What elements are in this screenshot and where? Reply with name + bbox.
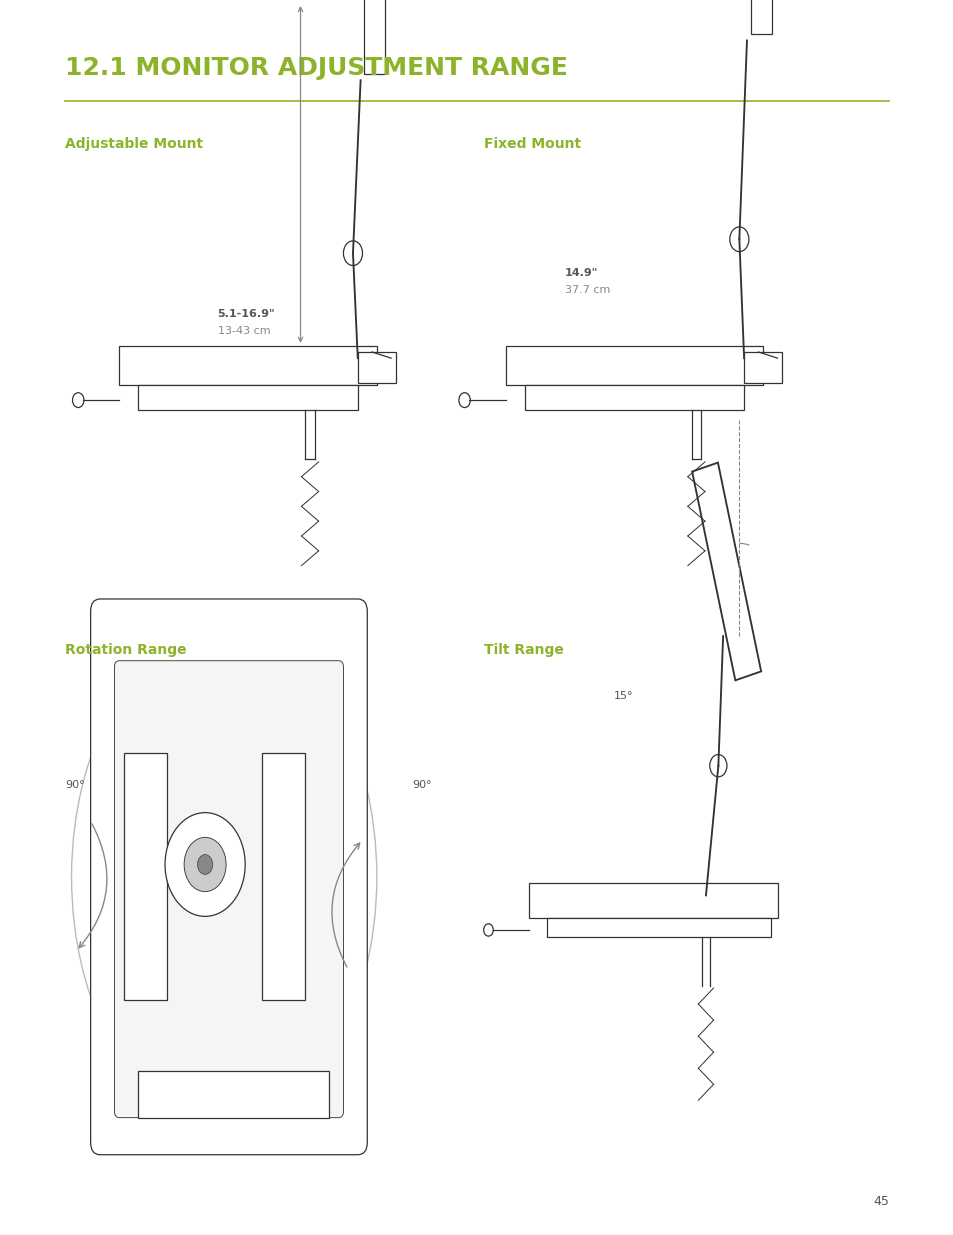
Text: Fixed Mount: Fixed Mount [483, 137, 580, 151]
Text: 37.7 cm: 37.7 cm [564, 285, 610, 295]
Text: 13-43 cm: 13-43 cm [217, 326, 270, 336]
Text: 90°: 90° [412, 781, 432, 790]
FancyBboxPatch shape [357, 352, 395, 383]
FancyBboxPatch shape [114, 661, 343, 1118]
FancyBboxPatch shape [91, 599, 367, 1155]
Circle shape [184, 837, 226, 892]
Text: Rotation Range: Rotation Range [65, 643, 186, 657]
FancyBboxPatch shape [364, 0, 385, 74]
FancyBboxPatch shape [138, 385, 357, 410]
Circle shape [709, 755, 726, 777]
Text: 14.9": 14.9" [564, 268, 598, 278]
FancyBboxPatch shape [546, 918, 770, 937]
Circle shape [343, 241, 362, 266]
FancyBboxPatch shape [505, 346, 762, 385]
Circle shape [729, 227, 748, 252]
Text: 90°: 90° [65, 781, 85, 790]
Polygon shape [692, 463, 760, 680]
Text: Tilt Range: Tilt Range [483, 643, 563, 657]
FancyBboxPatch shape [262, 753, 305, 1000]
Text: 15°: 15° [613, 692, 632, 701]
Text: 45: 45 [872, 1194, 888, 1208]
FancyBboxPatch shape [119, 346, 376, 385]
Text: 12.1 MONITOR ADJUSTMENT RANGE: 12.1 MONITOR ADJUSTMENT RANGE [65, 57, 567, 80]
Text: 5.1-16.9": 5.1-16.9" [217, 309, 274, 319]
FancyBboxPatch shape [124, 753, 167, 1000]
Text: Adjustable Mount: Adjustable Mount [65, 137, 203, 151]
FancyBboxPatch shape [138, 1071, 329, 1118]
Circle shape [197, 855, 213, 874]
FancyBboxPatch shape [743, 352, 781, 383]
FancyBboxPatch shape [524, 385, 743, 410]
FancyBboxPatch shape [529, 883, 777, 918]
Circle shape [165, 813, 245, 916]
FancyBboxPatch shape [750, 0, 771, 35]
